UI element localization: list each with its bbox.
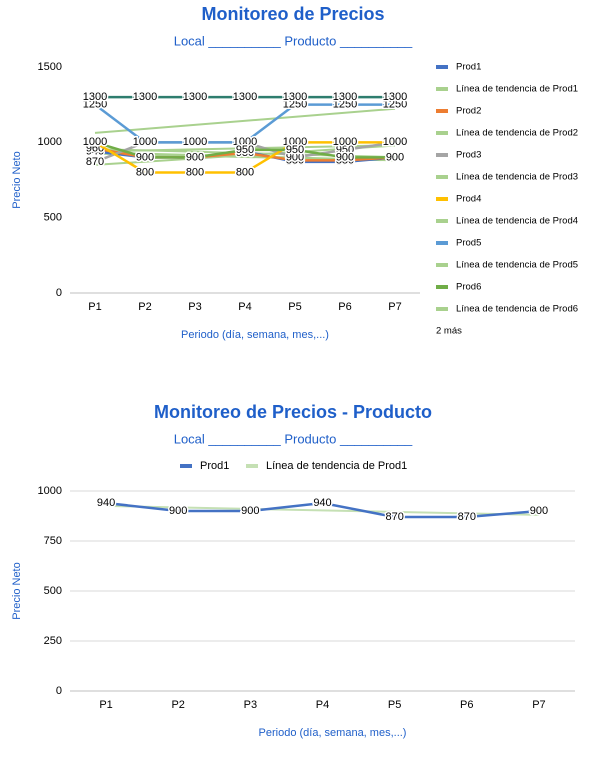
legend-label: Línea de tendencia de Prod1 (266, 460, 407, 472)
data-label: 1300 (283, 91, 307, 103)
y-axis-label: Precio Neto (11, 562, 23, 619)
x-tick-label: P3 (244, 699, 257, 711)
chart-subtitle: Local __________ Producto __________ (174, 33, 413, 48)
data-label: 1000 (383, 136, 407, 148)
x-tick-label: P4 (316, 699, 329, 711)
legend-label: Línea de tendencia de Prod6 (456, 304, 578, 315)
data-label: 1300 (333, 91, 357, 103)
data-label: 1250 (333, 99, 357, 111)
legend-label: Prod3 (456, 150, 481, 161)
data-label: 900 (336, 151, 354, 163)
y-tick-label: 0 (56, 287, 62, 299)
data-label: 870 (86, 156, 104, 168)
chart-title: Monitoreo de Precios (201, 4, 384, 24)
data-label: 950 (336, 144, 354, 156)
data-label: 1300 (133, 91, 157, 103)
series-line (105, 501, 540, 519)
data-label: 800 (186, 166, 204, 178)
data-label: 1300 (183, 91, 207, 103)
data-label: 900 (136, 151, 154, 163)
x-axis-label: Periodo (día, semana, mes,...) (181, 329, 329, 341)
y-tick-label: 1000 (38, 485, 62, 497)
data-label: 1000 (283, 136, 307, 148)
x-axis-label: Periodo (día, semana, mes,...) (259, 727, 407, 739)
y-axis-label: Precio Neto (11, 151, 23, 208)
data-label: 1000 (333, 136, 357, 148)
x-tick-label: P5 (388, 699, 401, 711)
x-tick-label: P1 (99, 699, 112, 711)
data-label: 900 (286, 151, 304, 163)
legend-more: 2 más (436, 326, 462, 337)
data-label: 900 (241, 505, 259, 517)
legend-label: Prod4 (456, 194, 481, 205)
legend-label: Línea de tendencia de Prod1 (456, 84, 578, 95)
y-tick-label: 250 (44, 635, 62, 647)
data-label: 950 (286, 144, 304, 156)
y-tick-label: 1500 (38, 61, 62, 73)
data-label: 940 (313, 497, 331, 509)
data-label: 1300 (83, 91, 107, 103)
series-line (94, 141, 395, 174)
data-label: 1000 (83, 136, 107, 148)
data-label: 1250 (283, 99, 307, 111)
x-tick-label: P2 (171, 699, 184, 711)
data-label: 940 (97, 497, 115, 509)
data-label: 870 (385, 511, 403, 523)
x-tick-label: P7 (532, 699, 545, 711)
data-label: 900 (186, 151, 204, 163)
data-label: 900 (530, 505, 548, 517)
series-line (94, 141, 395, 159)
y-tick-label: 750 (44, 535, 62, 547)
data-label: 1000 (183, 136, 207, 148)
data-label: 900 (386, 151, 404, 163)
x-tick-label: P4 (238, 301, 251, 313)
y-tick-label: 500 (44, 585, 62, 597)
data-label: 800 (136, 166, 154, 178)
trendline (94, 151, 396, 162)
legend-label: Línea de tendencia de Prod5 (456, 260, 578, 271)
x-tick-label: P6 (460, 699, 473, 711)
data-label: 1000 (133, 136, 157, 148)
y-tick-label: 500 (44, 212, 62, 224)
y-tick-label: 0 (56, 685, 62, 697)
legend-label: Línea de tendencia de Prod2 (456, 128, 578, 139)
data-label: 1250 (383, 99, 407, 111)
series-line (94, 103, 395, 144)
x-tick-label: P2 (138, 301, 151, 313)
y-tick-label: 1000 (38, 136, 62, 148)
chart-subtitle: Local __________ Producto __________ (174, 431, 413, 446)
x-tick-label: P7 (388, 301, 401, 313)
legend-label: Prod1 (200, 460, 229, 472)
data-label: 950 (236, 144, 254, 156)
legend-label: Prod2 (456, 106, 481, 117)
data-label: 800 (236, 166, 254, 178)
legend-label: Prod6 (456, 282, 481, 293)
data-label: 1250 (83, 99, 107, 111)
x-tick-label: P5 (288, 301, 301, 313)
data-label: 1000 (233, 136, 257, 148)
legend-label: Línea de tendencia de Prod4 (456, 216, 578, 227)
legend-label: Prod5 (456, 238, 481, 249)
x-tick-label: P6 (338, 301, 351, 313)
legend-label: Línea de tendencia de Prod3 (456, 172, 578, 183)
data-label: 1300 (383, 91, 407, 103)
data-label: 1300 (233, 91, 257, 103)
x-tick-label: P1 (88, 301, 101, 313)
trendline (106, 504, 539, 516)
trendline (94, 107, 396, 134)
chart-title: Monitoreo de Precios - Producto (154, 402, 432, 422)
data-label: 870 (458, 511, 476, 523)
x-tick-label: P3 (188, 301, 201, 313)
data-label: 900 (169, 505, 187, 517)
legend-label: Prod1 (456, 62, 481, 73)
